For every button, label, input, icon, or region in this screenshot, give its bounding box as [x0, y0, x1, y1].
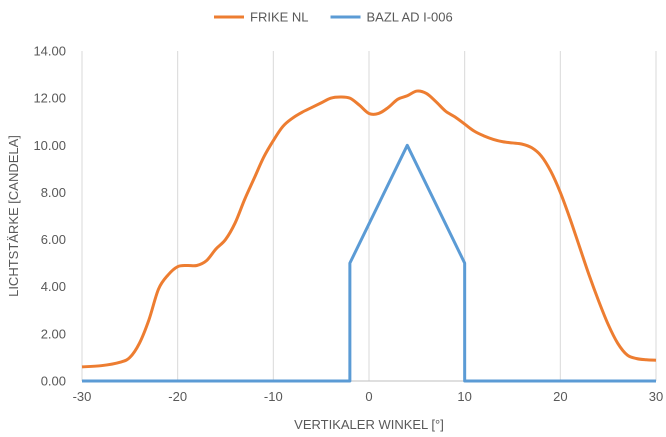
- x-tick-label: -10: [264, 389, 283, 404]
- y-tick-label: 4.00: [41, 279, 66, 294]
- grid: [177, 51, 657, 381]
- y-axis-title: LICHTSTÄRKE [CANDELA]: [6, 135, 21, 297]
- y-tick-label: 12.00: [33, 91, 66, 106]
- x-tick-label: -30: [73, 389, 92, 404]
- x-axis-title: VERTIKALER WINKEL [°]: [294, 417, 444, 432]
- legend-label-frike-nl: FRIKE NL: [250, 10, 309, 25]
- y-tick-label: 0.00: [41, 374, 66, 389]
- y-tick-label: 10.00: [33, 138, 66, 153]
- x-tick-label: 0: [365, 389, 372, 404]
- x-tick-label: 10: [457, 389, 471, 404]
- legend-label-bazl-ad-i-006: BAZL AD I-006: [367, 10, 453, 25]
- y-tick-label: 14.00: [33, 44, 66, 59]
- series-line-frike-nl: [81, 89, 657, 369]
- y-tick-label: 6.00: [41, 232, 66, 247]
- y-tick-label: 2.00: [41, 326, 66, 341]
- x-tick-label: -20: [168, 389, 187, 404]
- x-tick-label: 30: [649, 389, 663, 404]
- x-tick-label: 20: [553, 389, 567, 404]
- legend: FRIKE NL BAZL AD I-006: [214, 10, 453, 25]
- series-line-bazl-ad-i-006: [82, 143, 656, 383]
- y-tick-label: 8.00: [41, 185, 66, 200]
- series: [81, 89, 657, 383]
